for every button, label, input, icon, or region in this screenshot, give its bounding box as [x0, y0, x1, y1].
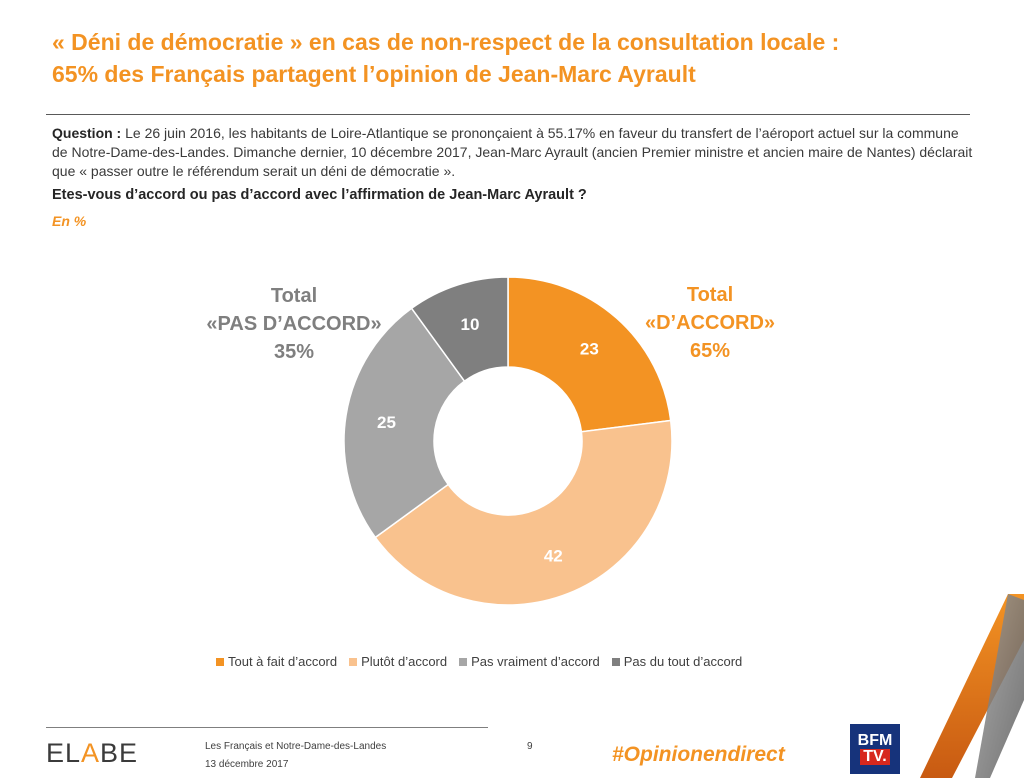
- logo-part-accent: A: [81, 738, 101, 768]
- total-disagree: Total «PAS D’ACCORD» 35%: [200, 282, 388, 366]
- question-block: Question : Le 26 juin 2016, les habitant…: [52, 124, 977, 181]
- total-disagree-line2: «PAS D’ACCORD»: [206, 313, 382, 335]
- slice-pas-du-tout: [410, 276, 509, 383]
- logo-part: EL: [46, 738, 82, 768]
- footer-divider: [46, 727, 488, 728]
- footer-date: 13 décembre 2017: [205, 759, 289, 770]
- question-label: Question :: [52, 125, 122, 141]
- page-number: 9: [527, 741, 533, 752]
- title-divider: [46, 114, 970, 115]
- title-line-1: « Déni de démocratie » en cas de non-res…: [52, 29, 840, 55]
- data-label: 42: [544, 546, 563, 565]
- chart-legend: Tout à fait d’accord Plutôt d’accord Pas…: [216, 654, 816, 669]
- unit-label: En %: [52, 213, 87, 229]
- total-agree: Total «D’ACCORD» 65%: [620, 281, 800, 365]
- legend-item-tout-a-fait: Tout à fait d’accord: [216, 654, 337, 669]
- bfmtv-logo: BFM TV.: [850, 724, 900, 774]
- legend-item-plutot: Plutôt d’accord: [349, 654, 447, 669]
- slice-tout-a-fait: [507, 276, 672, 433]
- legend-swatch: [216, 657, 224, 666]
- slice-plutot: [374, 419, 673, 606]
- data-label: 25: [377, 413, 396, 432]
- data-label: 23: [580, 340, 599, 359]
- legend-swatch: [459, 657, 468, 666]
- logo-part: BE: [100, 738, 139, 768]
- hashtag: #Opinionendirect: [612, 743, 785, 766]
- slide-title: « Déni de démocratie » en cas de non-res…: [52, 26, 972, 90]
- footer-info: Les Français et Notre-Dame-des-Landes 13…: [205, 738, 386, 774]
- total-disagree-line3: 35%: [273, 341, 315, 363]
- legend-swatch: [349, 657, 358, 666]
- total-agree-line2: «D’ACCORD»: [644, 312, 776, 334]
- title-line-2: 65% des Français partagent l’opinion de …: [52, 61, 696, 87]
- bfmtv-logo-bottom: TV.: [860, 749, 890, 765]
- total-agree-line1: Total: [686, 284, 734, 306]
- legend-item-pas-du-tout: Pas du tout d’accord: [611, 654, 743, 669]
- question-prompt: Etes-vous d’accord ou pas d’accord avec …: [52, 187, 587, 203]
- bfmtv-logo-top: BFM: [857, 732, 893, 749]
- slice-pas-vraiment: [343, 307, 466, 539]
- legend-label: Plutôt d’accord: [361, 654, 448, 669]
- elabe-logo: ELABE: [46, 738, 138, 769]
- footer-study: Les Français et Notre-Dame-des-Landes: [205, 741, 387, 752]
- total-disagree-line1: Total: [270, 285, 318, 307]
- legend-item-pas-vraiment: Pas vraiment d’accord: [459, 654, 600, 669]
- data-label: 10: [461, 315, 480, 334]
- total-agree-line3: 65%: [689, 340, 731, 362]
- legend-label: Pas vraiment d’accord: [471, 654, 600, 669]
- question-text: Le 26 juin 2016, les habitants de Loire-…: [52, 125, 973, 179]
- legend-label: Pas du tout d’accord: [623, 654, 743, 669]
- legend-swatch: [611, 657, 620, 666]
- legend-label: Tout à fait d’accord: [228, 654, 338, 669]
